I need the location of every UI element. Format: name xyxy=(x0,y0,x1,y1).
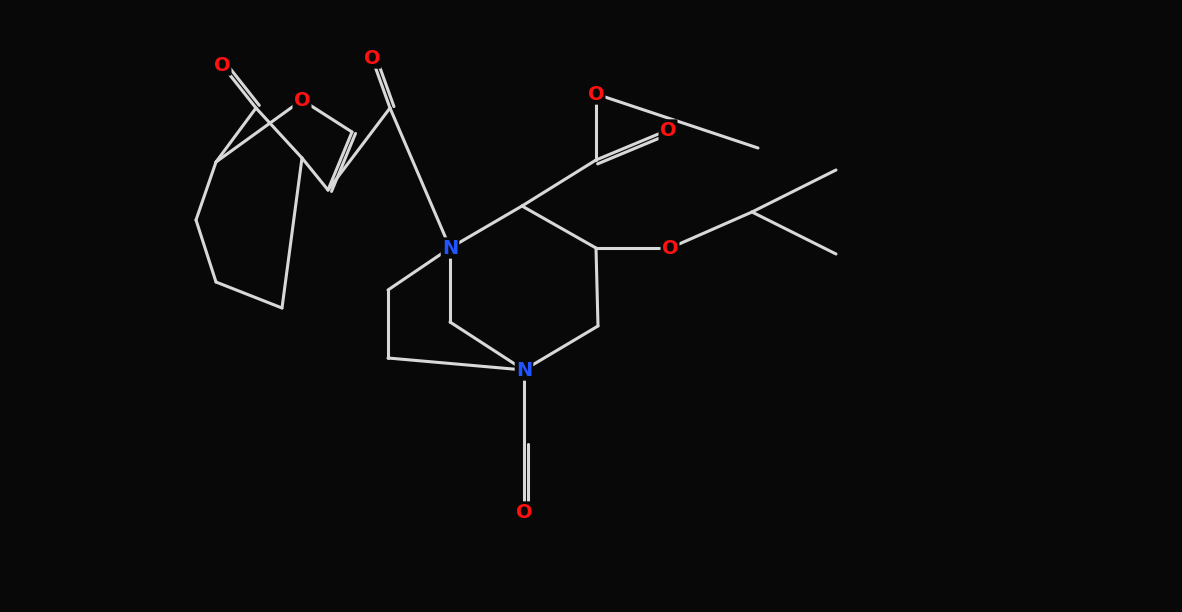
Text: O: O xyxy=(364,48,381,67)
Text: O: O xyxy=(662,239,678,258)
Text: O: O xyxy=(587,84,604,103)
Text: O: O xyxy=(214,56,230,75)
Text: N: N xyxy=(515,360,532,379)
Text: O: O xyxy=(515,502,532,521)
Text: O: O xyxy=(293,91,311,110)
Text: O: O xyxy=(660,121,676,140)
Text: N: N xyxy=(442,239,459,258)
